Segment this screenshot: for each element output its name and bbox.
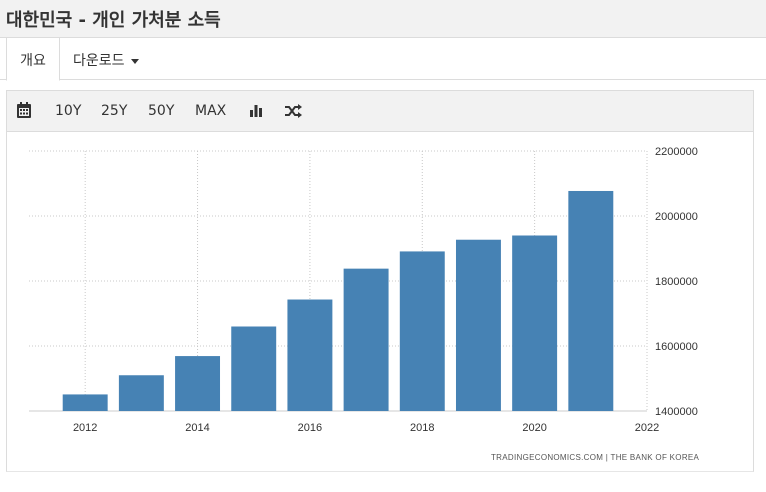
x-tick-label: 2012 (73, 422, 97, 434)
x-tick-label: 2020 (522, 422, 546, 434)
caret-down-icon (130, 58, 139, 64)
range-10y-button[interactable]: 10Y (55, 103, 82, 119)
bar-2012 (62, 394, 108, 411)
bar-chart: 1400000 1600000 1800000 2000000 2200000 2012… (29, 146, 700, 462)
y-tick-label: 2000000 (655, 211, 698, 223)
bar-2021 (568, 190, 614, 411)
tab-download-label: 다운로드 (73, 53, 125, 69)
shuffle-icon[interactable] (284, 103, 302, 122)
bar-series (62, 190, 614, 411)
bar-2016 (287, 299, 333, 411)
bar-2020 (512, 235, 558, 411)
x-tick-label: 2018 (410, 422, 434, 434)
bar-2018 (399, 251, 445, 411)
tab-bar: 개요 다운로드 (0, 38, 766, 81)
bar-2015 (231, 326, 277, 411)
page-title: 대한민국 - 개인 가처분 소득 (6, 10, 221, 31)
y-axis-labels: 1400000 1600000 1800000 2000000 2200000 (655, 146, 698, 418)
chart-panel: 1400000 1600000 1800000 2000000 2200000 2012… (6, 132, 754, 472)
y-tick-label: 1400000 (655, 406, 698, 418)
bar-chart-icon[interactable] (249, 103, 263, 122)
bar-2019 (455, 239, 501, 411)
x-tick-label: 2014 (185, 422, 209, 434)
y-tick-label: 2200000 (655, 146, 698, 158)
bar-2017 (343, 268, 389, 411)
range-25y-button[interactable]: 25Y (101, 103, 128, 119)
x-tick-label: 2022 (635, 422, 659, 434)
calendar-icon[interactable] (17, 102, 31, 122)
bar-2013 (118, 375, 164, 411)
bar-2014 (175, 356, 221, 411)
range-50y-button[interactable]: 50Y (148, 103, 175, 119)
tab-overview[interactable]: 개요 (6, 38, 60, 81)
title-bar: 대한민국 - 개인 가처분 소득 (0, 0, 766, 38)
y-tick-label: 1800000 (655, 276, 698, 288)
tab-download[interactable]: 다운로드 (73, 38, 139, 80)
source-credit: TRADINGECONOMICS.COM | THE BANK OF KOREA (491, 453, 700, 462)
chart-toolbar: 10Y 25Y 50Y MAX (6, 90, 754, 132)
x-tick-label: 2016 (298, 422, 322, 434)
range-max-button[interactable]: MAX (195, 103, 227, 119)
y-tick-label: 1600000 (655, 341, 698, 353)
x-axis-labels: 2012 2014 2016 2018 2020 2022 (73, 422, 659, 434)
